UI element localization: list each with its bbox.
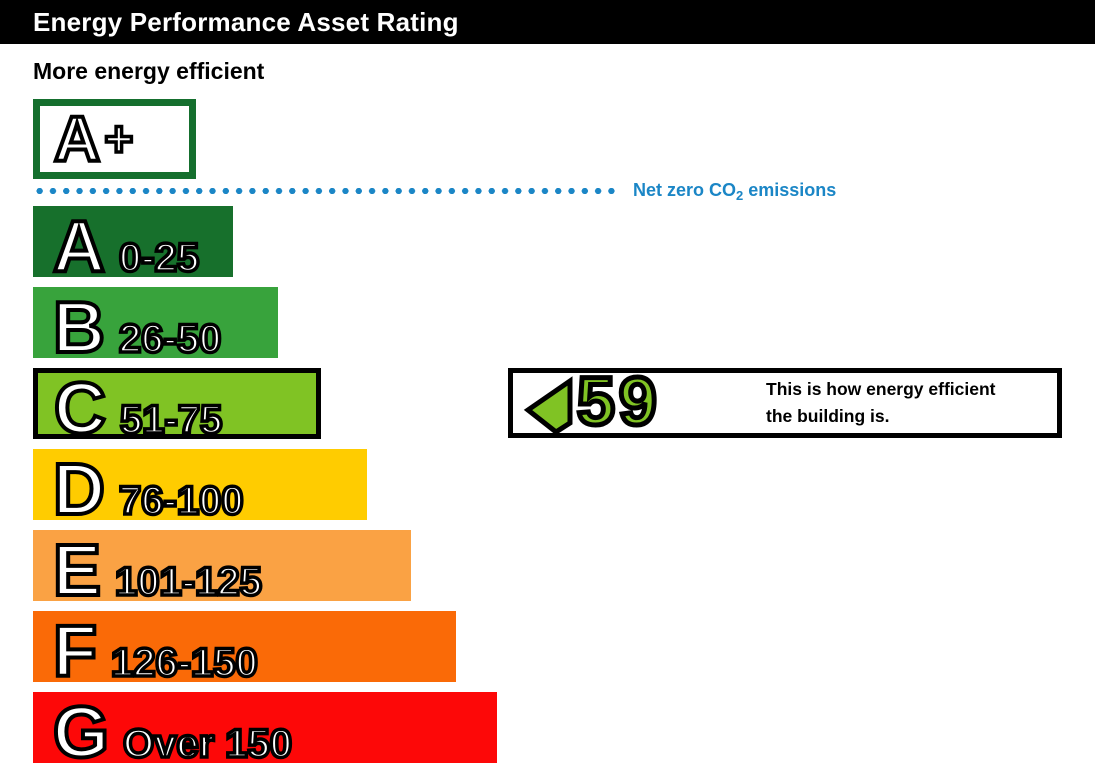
- band-row-d: D 76-100: [33, 449, 367, 528]
- rating-indicator: 59 This is how energy efficient the buil…: [508, 363, 1062, 440]
- band-row-e: E 101-125: [33, 530, 411, 609]
- band-row-a: A 0-25: [33, 206, 233, 285]
- band-list: A 0-25 B 26-50 C 51-75 D 76-100 E 101-12…: [33, 206, 497, 772]
- band-range: 26-50: [117, 317, 223, 361]
- band-row-g: G Over 150: [33, 692, 497, 771]
- net-zero-suffix: emissions: [743, 180, 837, 200]
- more-efficient-label: More energy efficient: [33, 58, 265, 84]
- plus-icon: +: [102, 111, 135, 167]
- band-range: 101-125: [113, 560, 263, 604]
- band-letter: E: [51, 531, 103, 611]
- page-title: Energy Performance Asset Rating: [33, 6, 459, 37]
- band-letter: B: [51, 288, 107, 368]
- band-row-b: B 26-50: [33, 287, 278, 366]
- rating-note: This is how energy efficient the buildin…: [766, 376, 996, 430]
- net-zero-prefix: Net zero CO: [633, 180, 737, 200]
- net-zero-label: Net zero CO2 emissions: [633, 180, 836, 203]
- band-letter: G: [51, 693, 111, 772]
- rating-note-line2: the building is.: [766, 406, 890, 426]
- rating-value: 59: [575, 363, 661, 440]
- band-row-f: F 126-150: [33, 611, 456, 690]
- band-row-c-highlighted: C 51-75: [33, 368, 321, 447]
- net-zero-dotted-line: [33, 187, 619, 195]
- band-range: 76-100: [117, 479, 245, 523]
- rating-note-line1: This is how energy efficient: [766, 379, 996, 399]
- band-range: 126-150: [109, 641, 259, 685]
- band-letter: D: [51, 450, 107, 530]
- band-row-a-plus: A +: [33, 99, 196, 179]
- band-letter: F: [51, 612, 99, 692]
- net-zero-subscript: 2: [736, 188, 744, 203]
- band-letter: A: [51, 207, 107, 287]
- band-letter: C: [52, 369, 108, 449]
- band-range: 51-75: [118, 398, 224, 442]
- header-bar: Energy Performance Asset Rating: [0, 0, 1095, 44]
- band-letter: A: [52, 103, 102, 175]
- left-arrow-icon: [523, 376, 573, 435]
- band-range: 0-25: [117, 236, 201, 280]
- band-range: Over 150: [121, 722, 294, 766]
